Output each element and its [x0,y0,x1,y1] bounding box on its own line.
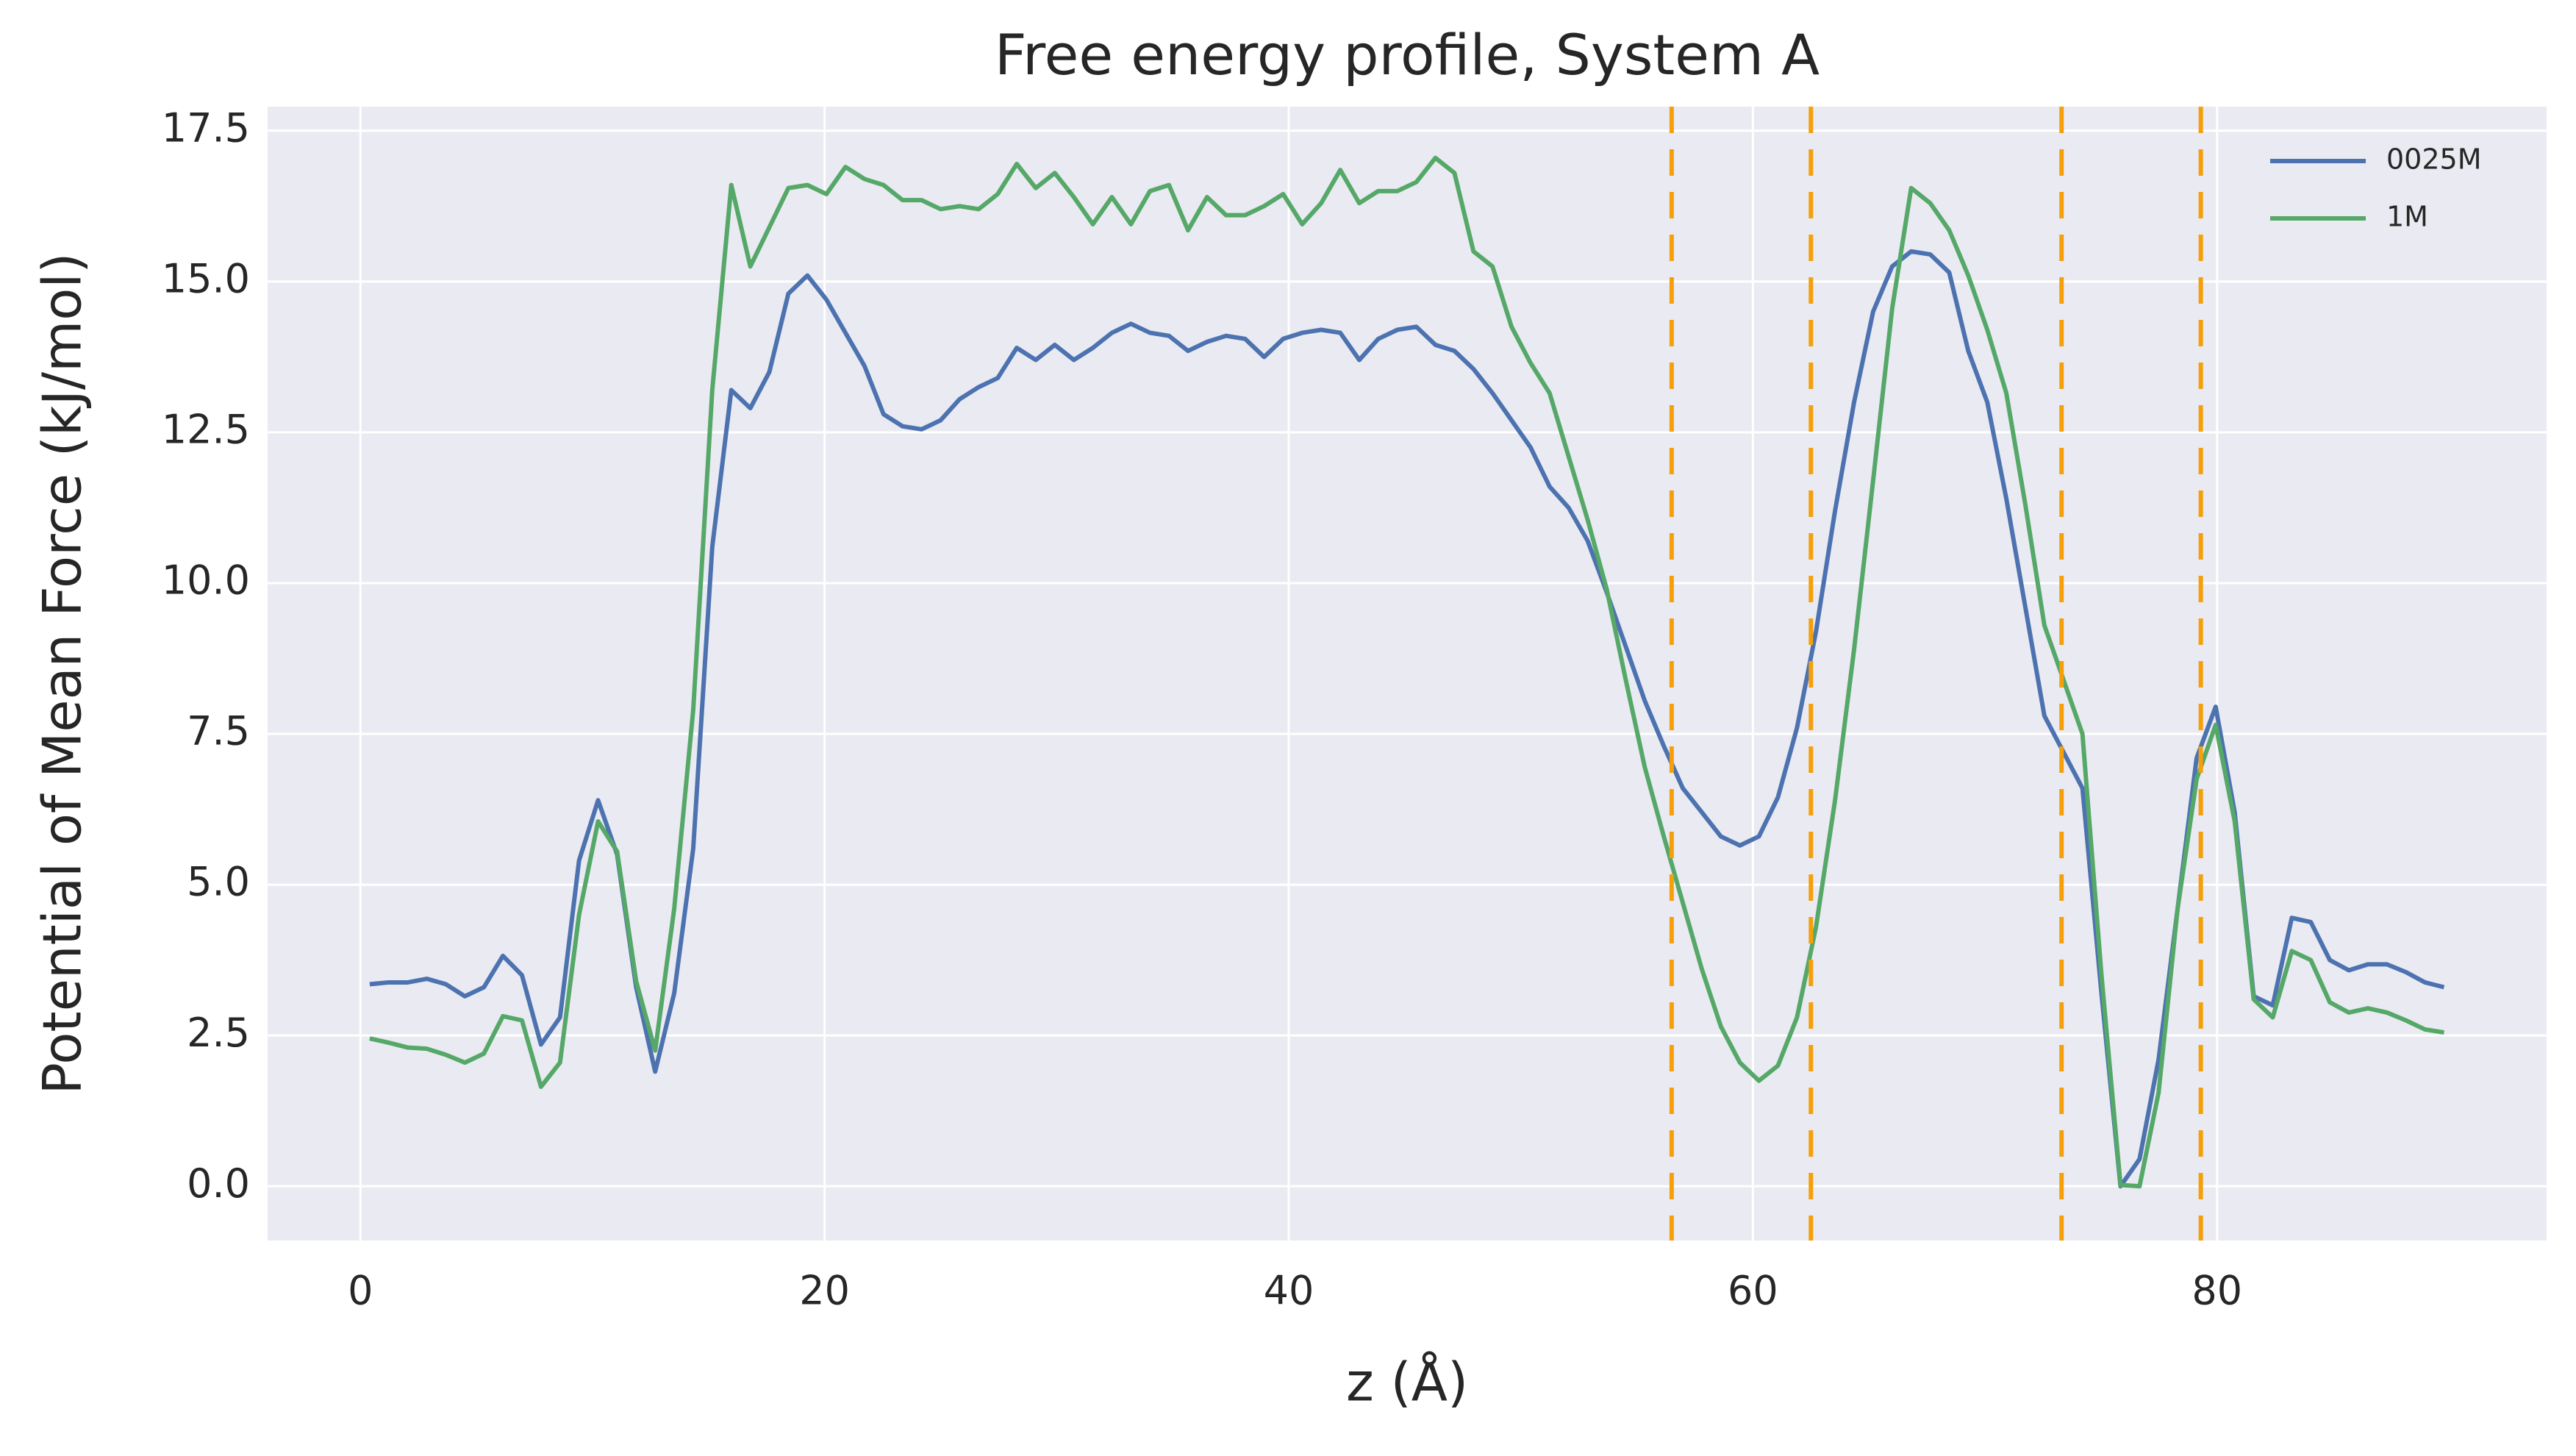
x-tick-label: 80 [2192,1268,2242,1314]
y-tick-label: 7.5 [187,708,250,754]
x-tick-label: 40 [1264,1268,1314,1314]
chart-title: Free energy profile, System A [995,22,1820,88]
legend-label: 1M [2386,201,2428,233]
y-tick-label: 0.0 [187,1160,250,1207]
y-tick-label: 12.5 [162,407,250,453]
x-tick-label: 60 [1728,1268,1778,1314]
x-tick-label: 0 [348,1268,373,1314]
y-tick-label: 5.0 [187,859,250,905]
y-tick-label: 2.5 [187,1010,250,1056]
series-line [369,155,2444,1189]
legend-label: 0025M [2386,143,2482,176]
y-tick-label: 15.0 [162,256,250,302]
y-axis-label: Potential of Mean Force (kJ/mol) [32,253,93,1095]
y-tick-label: 17.5 [162,104,250,151]
x-axis-label: z (Å) [1346,1352,1468,1413]
y-tick-label: 10.0 [162,557,250,604]
plot-background [268,107,2547,1241]
x-tick-label: 20 [799,1268,850,1314]
